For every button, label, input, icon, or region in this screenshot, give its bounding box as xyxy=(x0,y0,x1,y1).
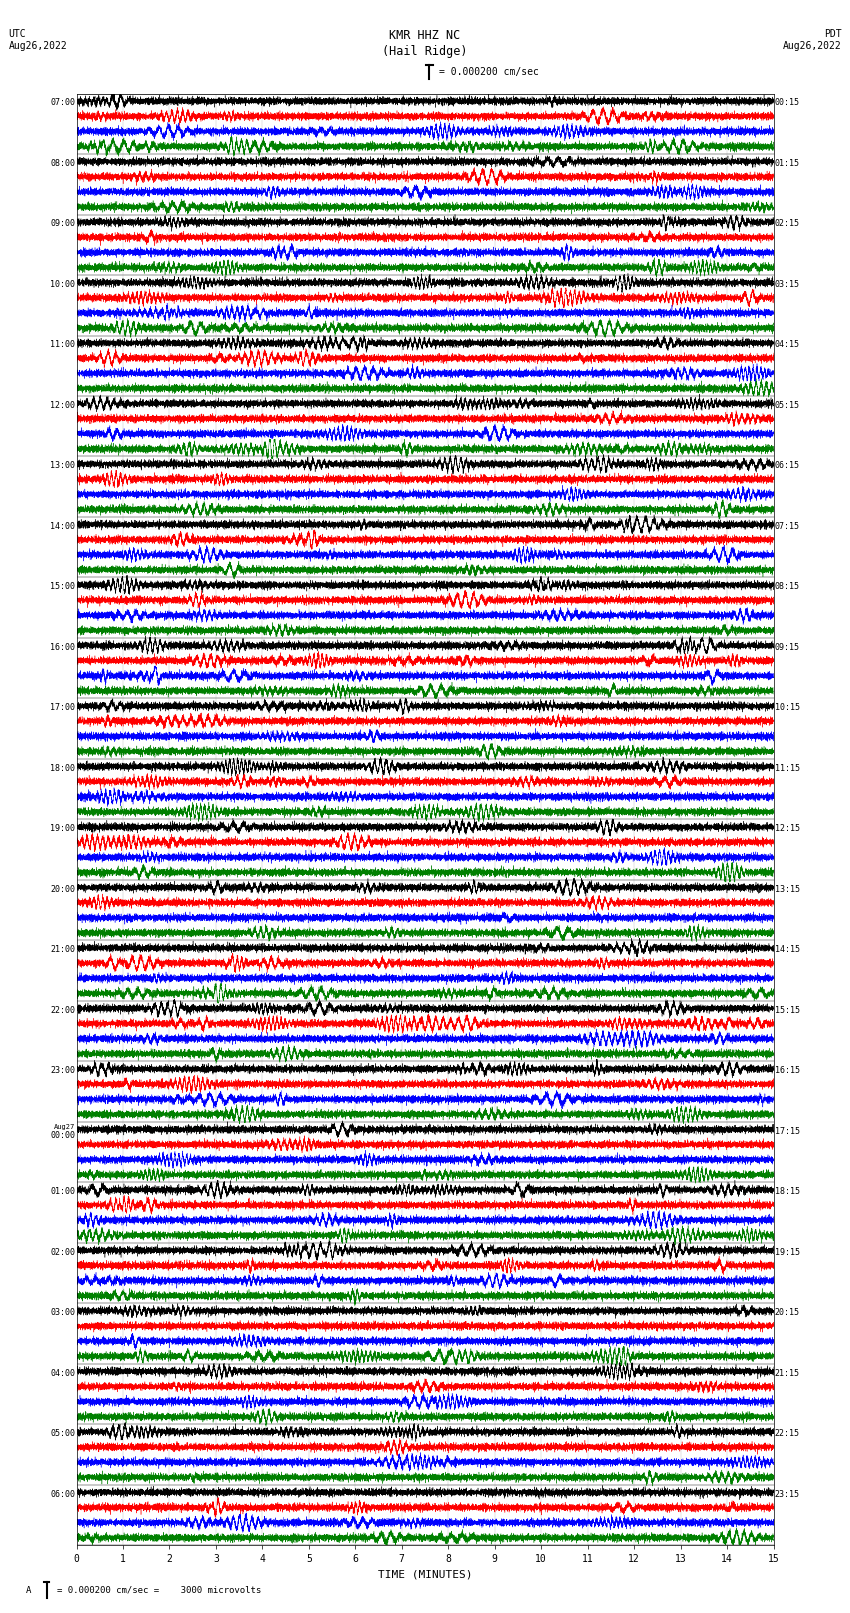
Text: 00:00: 00:00 xyxy=(50,1131,75,1140)
X-axis label: TIME (MINUTES): TIME (MINUTES) xyxy=(377,1569,473,1579)
Text: 04:00: 04:00 xyxy=(50,1368,75,1378)
Text: 13:00: 13:00 xyxy=(50,461,75,471)
Text: Aug27: Aug27 xyxy=(54,1124,75,1129)
Text: 20:00: 20:00 xyxy=(50,886,75,894)
Text: 12:15: 12:15 xyxy=(775,824,800,834)
Text: 09:15: 09:15 xyxy=(775,644,800,652)
Text: 13:15: 13:15 xyxy=(775,886,800,894)
Text: 05:15: 05:15 xyxy=(775,402,800,410)
Text: = 0.000200 cm/sec =    3000 microvolts: = 0.000200 cm/sec = 3000 microvolts xyxy=(57,1586,261,1595)
Text: 15:15: 15:15 xyxy=(775,1007,800,1015)
Text: 02:15: 02:15 xyxy=(775,219,800,229)
Text: 14:00: 14:00 xyxy=(50,523,75,531)
Text: A: A xyxy=(26,1586,31,1595)
Text: 16:15: 16:15 xyxy=(775,1066,800,1076)
Text: 05:00: 05:00 xyxy=(50,1429,75,1439)
Text: 15:00: 15:00 xyxy=(50,582,75,592)
Text: = 0.000200 cm/sec: = 0.000200 cm/sec xyxy=(439,66,539,77)
Text: 09:00: 09:00 xyxy=(50,219,75,229)
Text: 12:00: 12:00 xyxy=(50,402,75,410)
Text: 01:00: 01:00 xyxy=(50,1187,75,1197)
Text: 11:15: 11:15 xyxy=(775,765,800,773)
Text: 21:15: 21:15 xyxy=(775,1368,800,1378)
Text: 07:00: 07:00 xyxy=(50,98,75,108)
Text: 08:15: 08:15 xyxy=(775,582,800,592)
Text: 03:15: 03:15 xyxy=(775,281,800,289)
Text: 17:15: 17:15 xyxy=(775,1127,800,1136)
Text: 18:00: 18:00 xyxy=(50,765,75,773)
Text: 00:15: 00:15 xyxy=(775,98,800,108)
Text: 01:15: 01:15 xyxy=(775,160,800,168)
Text: 23:15: 23:15 xyxy=(775,1490,800,1498)
Text: 11:00: 11:00 xyxy=(50,340,75,350)
Text: 20:15: 20:15 xyxy=(775,1308,800,1318)
Text: 10:15: 10:15 xyxy=(775,703,800,713)
Text: 19:15: 19:15 xyxy=(775,1248,800,1257)
Text: UTC
Aug26,2022: UTC Aug26,2022 xyxy=(8,29,67,52)
Text: 08:00: 08:00 xyxy=(50,160,75,168)
Text: 04:15: 04:15 xyxy=(775,340,800,350)
Text: 16:00: 16:00 xyxy=(50,644,75,652)
Text: 23:00: 23:00 xyxy=(50,1066,75,1076)
Text: 02:00: 02:00 xyxy=(50,1248,75,1257)
Text: 18:15: 18:15 xyxy=(775,1187,800,1197)
Text: 06:15: 06:15 xyxy=(775,461,800,471)
Text: 21:00: 21:00 xyxy=(50,945,75,955)
Text: 06:00: 06:00 xyxy=(50,1490,75,1498)
Text: 03:00: 03:00 xyxy=(50,1308,75,1318)
Text: 22:00: 22:00 xyxy=(50,1007,75,1015)
Text: 10:00: 10:00 xyxy=(50,281,75,289)
Text: 07:15: 07:15 xyxy=(775,523,800,531)
Text: KMR HHZ NC
(Hail Ridge): KMR HHZ NC (Hail Ridge) xyxy=(382,29,468,58)
Text: 17:00: 17:00 xyxy=(50,703,75,713)
Text: 14:15: 14:15 xyxy=(775,945,800,955)
Text: 22:15: 22:15 xyxy=(775,1429,800,1439)
Text: 19:00: 19:00 xyxy=(50,824,75,834)
Text: PDT
Aug26,2022: PDT Aug26,2022 xyxy=(783,29,842,52)
